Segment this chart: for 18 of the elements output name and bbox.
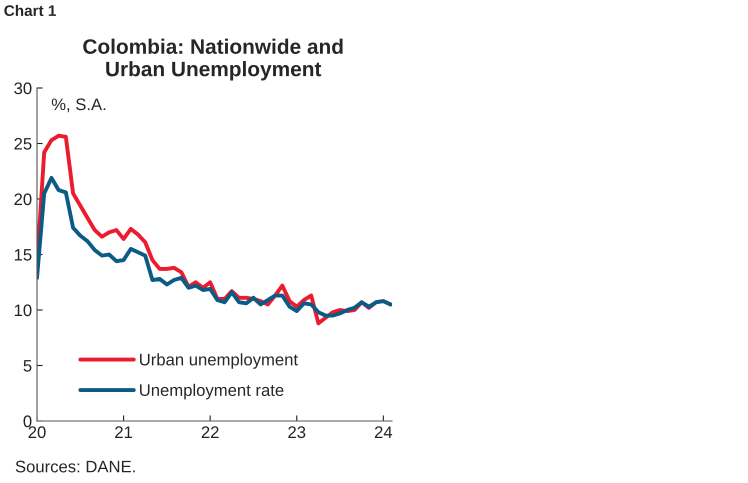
y-tick-label: 5 — [24, 360, 32, 372]
caption: Chart 1 — [4, 4, 56, 16]
y-tick-label: 30 — [14, 82, 32, 94]
y-tick-label: 10 — [14, 304, 32, 316]
y-axis-title: %, S.A. — [52, 98, 106, 112]
y-tick-label: 20 — [14, 193, 32, 206]
chart-title: Colombia: Nationwide and Urban Unemployment — [83, 38, 343, 80]
x-tick-label: 23 — [288, 426, 306, 438]
y-tick-label: 15 — [14, 249, 32, 261]
legend-label: Unemployment rate — [140, 384, 284, 400]
x-tick-label: 24 — [374, 426, 392, 438]
y-tick-label: 25 — [14, 138, 32, 150]
line-series — [37, 176, 392, 318]
legend-label: Urban unemployment — [140, 353, 298, 369]
x-tick-label: 21 — [115, 426, 132, 438]
x-tick-label: 22 — [202, 426, 219, 438]
y-tick-label: 0 — [24, 415, 32, 428]
source-note: Sources: DANE. — [16, 460, 135, 472]
